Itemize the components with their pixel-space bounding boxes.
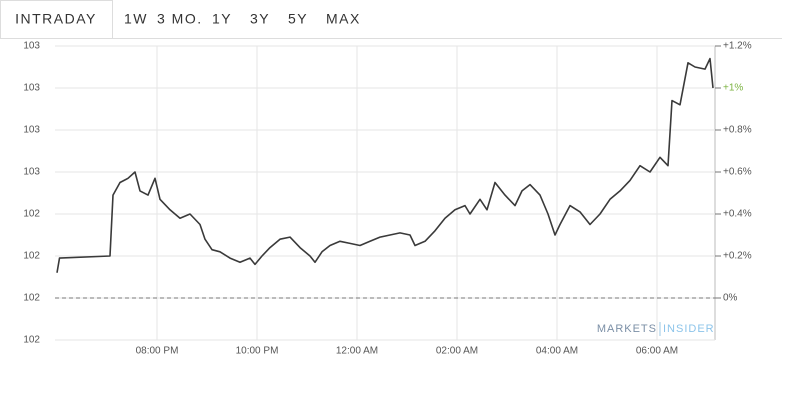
x-tick-label: 08:00 PM <box>136 346 179 357</box>
y2-tick-label: 0% <box>723 293 738 304</box>
tab[interactable]: INTRADAY <box>15 11 97 27</box>
y-tick-label: 103 <box>23 125 40 136</box>
x-tick-label: 06:00 AM <box>636 346 678 357</box>
tab[interactable]: 3 MO. <box>157 11 203 27</box>
x-tick-label: 02:00 AM <box>436 346 478 357</box>
y-tick-label: 103 <box>23 41 40 52</box>
tab[interactable]: MAX <box>326 11 361 27</box>
y-tick-label: 102 <box>23 335 40 346</box>
y-tick-label: 102 <box>23 209 40 220</box>
plot: 102 102 102 102 103 103 103 103 08:00 PM 10:00 PM… <box>23 41 751 357</box>
y-tick-label: 102 <box>23 293 40 304</box>
logo-left: MARKETS <box>597 323 657 335</box>
y2-tick-label: +1% <box>723 83 743 94</box>
tab[interactable]: 1Y <box>212 11 232 27</box>
y-tick-label: 102 <box>23 251 40 262</box>
x-tick-label: 10:00 PM <box>236 346 279 357</box>
tabs: INTRADAY 1W 3 MO. 1Y 3Y 5Y MAX <box>15 11 361 27</box>
y2-tick-label: +1.2% <box>723 41 752 52</box>
y-tick-label: 103 <box>23 167 40 178</box>
tab[interactable]: 5Y <box>288 11 308 27</box>
x-tick-label: 12:00 AM <box>336 346 378 357</box>
price-line <box>56 57 714 273</box>
tab[interactable]: 1W <box>124 11 148 27</box>
logo-right: INSIDER <box>663 323 715 335</box>
y-tick-label: 103 <box>23 83 40 94</box>
y2-tick-label: +0.8% <box>723 125 752 136</box>
y2-tick-label: +0.2% <box>723 251 752 262</box>
y2-tick-label: +0.6% <box>723 167 752 178</box>
active-tab-box <box>0 0 113 39</box>
x-tick-label: 04:00 AM <box>536 346 578 357</box>
tab[interactable]: 3Y <box>250 11 270 27</box>
y2-tick-label: +0.4% <box>723 209 752 220</box>
